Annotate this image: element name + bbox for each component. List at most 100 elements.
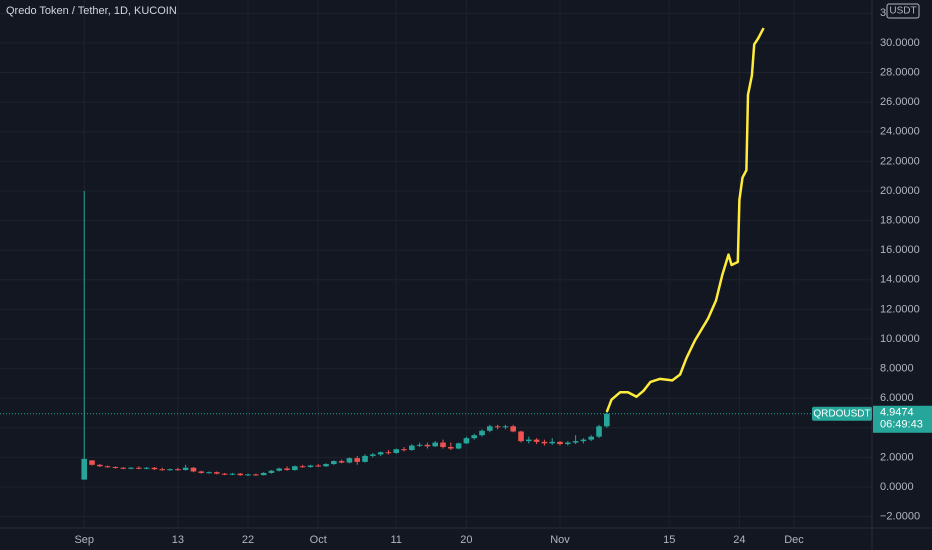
countdown-text: 06:49:43 bbox=[880, 419, 923, 431]
candle-body bbox=[440, 442, 446, 448]
candle-body bbox=[143, 467, 150, 469]
candle-body bbox=[596, 426, 602, 437]
candle-body bbox=[120, 467, 127, 469]
candle-body bbox=[526, 439, 532, 442]
x-tick-label: Sep bbox=[74, 534, 94, 546]
x-tick-label: Nov bbox=[550, 534, 570, 546]
candle-body bbox=[284, 468, 290, 470]
y-tick-label: 22.0000 bbox=[880, 155, 920, 167]
candle-body bbox=[549, 441, 556, 444]
candle-body bbox=[533, 439, 540, 442]
candle-body bbox=[81, 458, 88, 480]
candle-body bbox=[424, 444, 431, 447]
candle-body bbox=[518, 431, 524, 442]
candle-body bbox=[557, 441, 563, 445]
y-tick-label: −2.0000 bbox=[880, 511, 920, 523]
plot bbox=[0, 27, 872, 480]
x-tick-label: 24 bbox=[733, 534, 745, 546]
candle-body bbox=[214, 472, 220, 474]
price-tag bbox=[873, 405, 932, 433]
candle-body bbox=[276, 468, 283, 471]
candle-body bbox=[206, 472, 212, 474]
x-tick-label: Dec bbox=[784, 534, 804, 546]
currency-box bbox=[886, 3, 920, 19]
candle-body bbox=[151, 467, 158, 470]
y-tick-label: 16.0000 bbox=[880, 244, 920, 256]
candle-body bbox=[502, 426, 509, 428]
y-tick-label: 6.0000 bbox=[880, 392, 914, 404]
candle-body bbox=[89, 460, 95, 465]
candle-body bbox=[268, 470, 275, 473]
candle-body bbox=[159, 469, 166, 471]
y-tick-label: 8.0000 bbox=[880, 362, 914, 374]
price-tag-text: 4.9474 bbox=[880, 407, 914, 419]
candle-body bbox=[479, 430, 485, 436]
candle-body bbox=[299, 466, 306, 468]
candle-body bbox=[221, 473, 228, 475]
candle-body bbox=[338, 461, 345, 463]
candle-body bbox=[409, 445, 415, 450]
candle-body bbox=[448, 447, 454, 449]
candle-body bbox=[167, 469, 173, 471]
candle-body bbox=[510, 426, 517, 432]
candle-body bbox=[455, 443, 462, 449]
y-tick-label: 12.0000 bbox=[880, 303, 920, 315]
candle-body bbox=[588, 436, 595, 440]
chart-title: Qredo Token / Tether, 1D, KUCOIN bbox=[6, 5, 177, 17]
candle-body bbox=[307, 465, 314, 468]
drawing-line bbox=[605, 27, 765, 413]
candle-body bbox=[432, 442, 439, 447]
candle-body bbox=[541, 441, 548, 444]
candle-body bbox=[175, 469, 181, 471]
candle-body bbox=[136, 467, 142, 469]
candle-body bbox=[565, 442, 571, 445]
y-tick-label: 28.0000 bbox=[880, 66, 920, 78]
candle-body bbox=[104, 466, 111, 468]
labels: −2.00000.00002.00004.00006.00008.000010.… bbox=[74, 3, 932, 546]
candle-body bbox=[182, 467, 189, 470]
candle-body bbox=[354, 458, 361, 462]
candle-body bbox=[377, 452, 384, 455]
candle-body bbox=[494, 426, 501, 428]
x-tick-label: 13 bbox=[172, 534, 184, 546]
candle-body bbox=[401, 449, 407, 451]
candle-body bbox=[487, 426, 493, 431]
candle-body bbox=[292, 466, 298, 470]
y-tick-label: 14.0000 bbox=[880, 274, 920, 286]
candle-body bbox=[572, 441, 579, 443]
candle-body bbox=[198, 471, 205, 473]
candle-body bbox=[416, 444, 423, 446]
candle-body bbox=[112, 467, 119, 469]
candle-body bbox=[385, 452, 392, 454]
candle-body bbox=[471, 435, 478, 439]
y-tick-label: 24.0000 bbox=[880, 126, 920, 138]
y-tick-label: 26.0000 bbox=[880, 96, 920, 108]
y-tick-label: 0.0000 bbox=[880, 481, 914, 493]
candle-body bbox=[604, 413, 610, 427]
candle-body bbox=[370, 454, 376, 456]
candle-body bbox=[362, 455, 368, 462]
x-tick-label: 11 bbox=[391, 534, 402, 546]
y-tick-label: 3 bbox=[880, 7, 886, 19]
y-tick-label: 2.0000 bbox=[880, 451, 914, 463]
candle-body bbox=[580, 439, 587, 442]
candle-body bbox=[245, 474, 251, 476]
candle-body bbox=[97, 464, 103, 467]
candle-body bbox=[331, 461, 337, 465]
symbol-tag bbox=[812, 406, 872, 421]
candle-body bbox=[260, 472, 267, 476]
candle-body bbox=[315, 465, 322, 467]
candle-body bbox=[237, 473, 244, 476]
x-tick-label: 22 bbox=[242, 534, 254, 546]
x-tick-label: 20 bbox=[460, 534, 472, 546]
candle-body bbox=[323, 464, 329, 467]
y-tick-label: 30.0000 bbox=[880, 37, 920, 49]
grid bbox=[0, 0, 872, 528]
candle-body bbox=[463, 438, 470, 444]
y-tick-label: 18.0000 bbox=[880, 214, 920, 226]
y-tick-label: 20.0000 bbox=[880, 185, 920, 197]
currency-label: USDT bbox=[889, 6, 916, 17]
candle-body bbox=[393, 449, 400, 453]
